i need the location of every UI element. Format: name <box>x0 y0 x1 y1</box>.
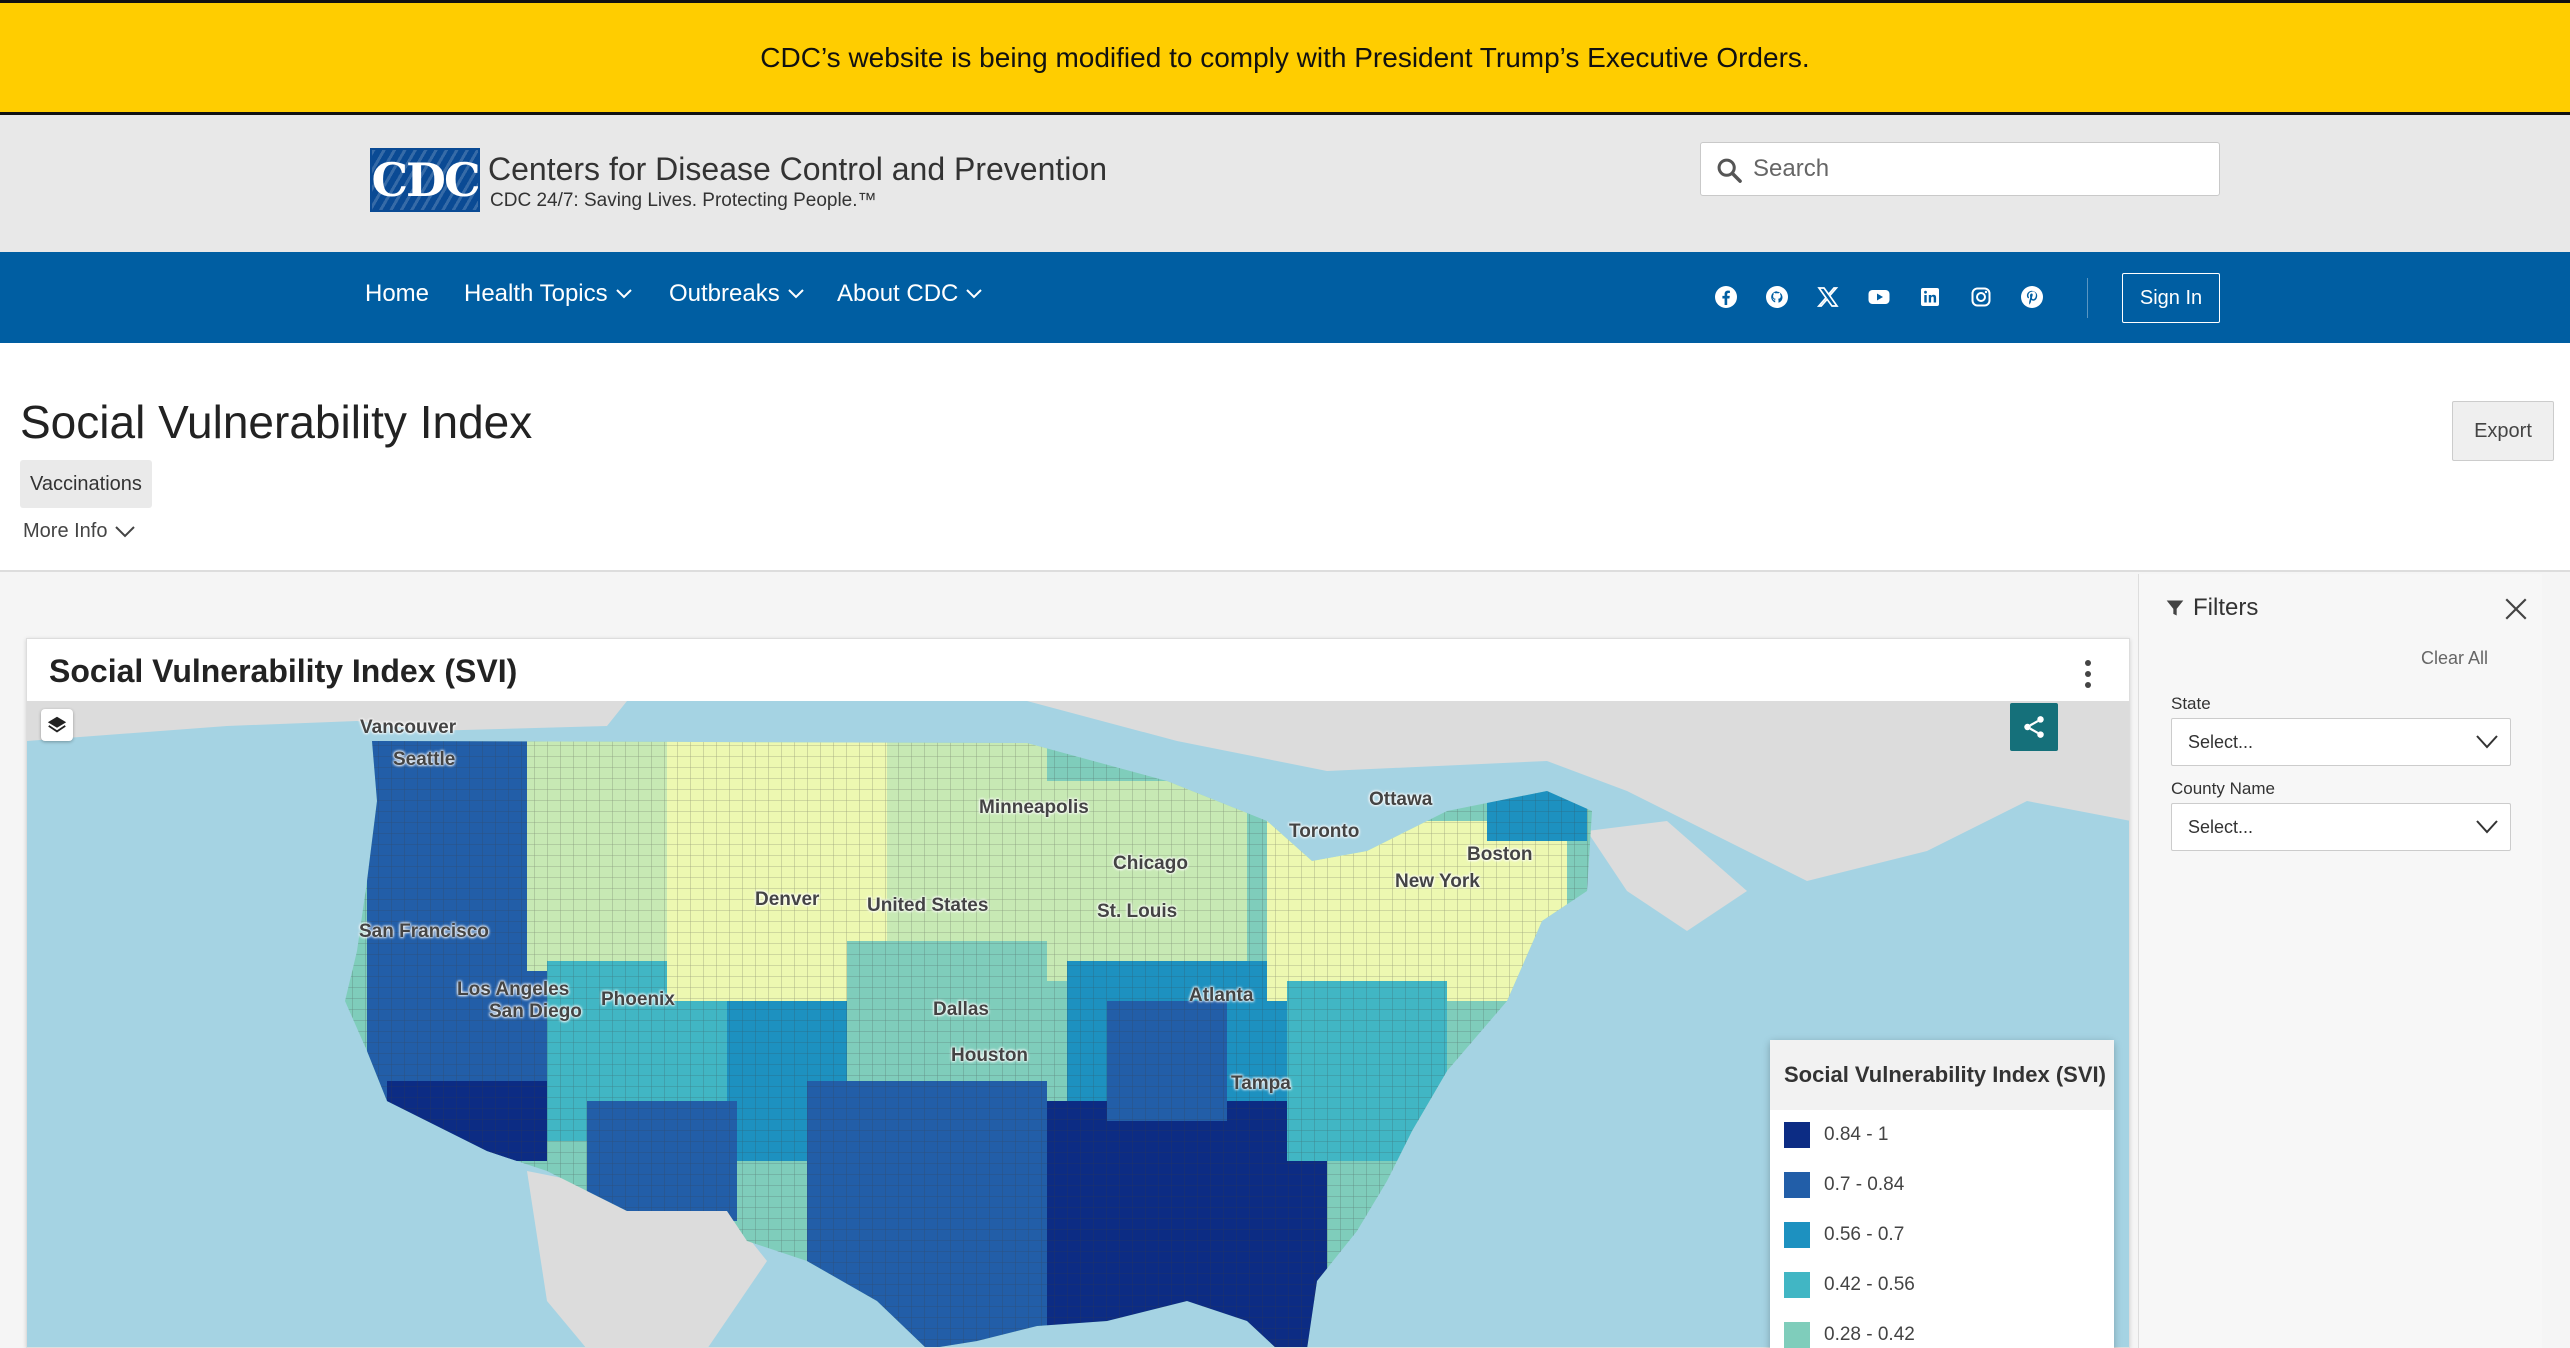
filters-panel: Filters Clear All State Select... County… <box>2138 574 2542 1348</box>
nav-home-label: Home <box>365 280 430 307</box>
main-nav: Home Health Topics Outbreaks About CDC S… <box>0 252 2570 343</box>
more-info-toggle[interactable]: More Info <box>23 520 136 543</box>
nav-about-cdc-label: About CDC <box>837 280 959 307</box>
nav-home[interactable]: Home <box>365 280 429 308</box>
map-legend: Social Vulnerability Index (SVI) 0.84 - … <box>1770 1040 2114 1348</box>
city-label: Phoenix <box>601 989 675 1010</box>
site-header: CDC Centers for Disease Control and Prev… <box>0 115 2570 252</box>
filters-title: Filters <box>2193 594 2259 621</box>
more-options-icon[interactable] <box>2083 659 2093 689</box>
pinterest-icon[interactable] <box>2017 282 2047 312</box>
banner-text: CDC’s website is being modified to compl… <box>760 41 1810 73</box>
city-label: Chicago <box>1113 853 1188 874</box>
chevron-down-icon <box>788 289 804 299</box>
city-label: San Francisco <box>359 921 489 942</box>
sign-in-button[interactable]: Sign In <box>2122 273 2220 323</box>
nav-health-topics-label: Health Topics <box>464 280 608 307</box>
legend-item: 0.42 - 0.56 <box>1770 1260 2114 1310</box>
x-icon[interactable] <box>1813 282 1843 312</box>
search-box <box>1700 142 2220 196</box>
layers-button[interactable] <box>41 709 73 741</box>
nav-about-cdc[interactable]: About CDC <box>837 280 983 308</box>
legend-item: 0.56 - 0.7 <box>1770 1210 2114 1260</box>
nav-outbreaks[interactable]: Outbreaks <box>669 280 804 308</box>
tag-label: Vaccinations <box>30 472 142 495</box>
legend-item: 0.7 - 0.84 <box>1770 1160 2114 1210</box>
legend-swatch <box>1784 1322 1810 1348</box>
search-icon[interactable] <box>1715 156 1743 184</box>
city-label: Toronto <box>1289 821 1360 842</box>
legend-title: Social Vulnerability Index (SVI) <box>1770 1040 2114 1110</box>
nav-health-topics[interactable]: Health Topics <box>464 280 632 308</box>
layers-icon <box>47 716 67 733</box>
city-label: Ottawa <box>1369 789 1433 810</box>
city-label: Houston <box>951 1045 1029 1066</box>
map-card-title: Social Vulnerability Index (SVI) <box>49 653 518 689</box>
legend-label: 0.7 - 0.84 <box>1824 1174 1905 1195</box>
svi-map-card: Social Vulnerability Index (SVI) <box>26 638 2130 1348</box>
state-select[interactable]: Select... <box>2171 718 2511 766</box>
city-label: Denver <box>755 889 820 910</box>
legend-item: 0.28 - 0.42 <box>1770 1310 2114 1348</box>
legend-item: 0.84 - 1 <box>1770 1110 2114 1160</box>
tagline: CDC 24/7: Saving Lives. Protecting Peopl… <box>490 190 877 211</box>
chevron-down-icon <box>2476 735 2498 749</box>
state-select-value: Select... <box>2188 731 2254 752</box>
county-name-select[interactable]: Select... <box>2171 803 2511 851</box>
page-title: Social Vulnerability Index <box>20 396 533 448</box>
legend-swatch <box>1784 1172 1810 1198</box>
county-select-value: Select... <box>2188 816 2254 837</box>
logo-text: CDC <box>371 153 479 207</box>
search-input[interactable] <box>1753 143 2213 195</box>
city-label: United States <box>867 895 989 916</box>
share-button[interactable] <box>2010 703 2058 751</box>
compliance-banner: CDC’s website is being modified to compl… <box>0 0 2570 115</box>
nav-outbreaks-label: Outbreaks <box>669 280 780 307</box>
github-icon[interactable] <box>1762 282 1792 312</box>
county-name-label: County Name <box>2171 779 2275 798</box>
city-label: Tampa <box>1231 1073 1291 1094</box>
legend-label: 0.42 - 0.56 <box>1824 1274 1915 1295</box>
clear-all-link[interactable]: Clear All <box>2421 648 2489 668</box>
legend-label: 0.28 - 0.42 <box>1824 1324 1915 1345</box>
chevron-down-icon <box>966 289 983 299</box>
city-label: Dallas <box>933 999 989 1020</box>
instagram-icon[interactable] <box>1966 282 1996 312</box>
legend-label: 0.84 - 1 <box>1824 1124 1889 1145</box>
map-basemap <box>27 701 2129 1347</box>
close-icon[interactable] <box>2503 596 2529 622</box>
city-label: Minneapolis <box>979 797 1089 818</box>
legend-swatch <box>1784 1222 1810 1248</box>
city-label: Los Angeles <box>457 979 570 1000</box>
youtube-icon[interactable] <box>1864 282 1894 312</box>
city-label: New York <box>1395 871 1480 892</box>
nav-divider <box>2087 278 2088 318</box>
chevron-down-icon <box>2476 820 2498 834</box>
legend-swatch <box>1784 1122 1810 1148</box>
svi-choropleth-map[interactable]: Vancouver Seattle Ottawa Minneapolis Tor… <box>27 701 2129 1347</box>
filter-icon <box>2166 600 2184 616</box>
org-name[interactable]: Centers for Disease Control and Preventi… <box>488 151 1107 187</box>
city-label: Atlanta <box>1189 985 1254 1006</box>
cdc-logo[interactable]: CDC <box>370 148 480 212</box>
share-icon <box>2024 716 2044 738</box>
city-label: Boston <box>1467 844 1533 865</box>
more-info-label: More Info <box>23 520 108 542</box>
state-label: State <box>2171 694 2211 713</box>
tag-vaccinations[interactable]: Vaccinations <box>20 460 152 508</box>
chevron-down-icon <box>615 289 632 299</box>
city-label: Seattle <box>393 749 456 770</box>
city-label: San Diego <box>489 1001 582 1022</box>
filters-header: Filters <box>2165 594 2258 622</box>
chevron-down-icon <box>115 525 136 537</box>
legend-swatch <box>1784 1272 1810 1298</box>
dashboard-title-area: Social Vulnerability Index Vaccinations … <box>0 343 2570 572</box>
facebook-icon[interactable] <box>1711 282 1741 312</box>
legend-label: 0.56 - 0.7 <box>1824 1224 1905 1245</box>
linkedin-icon[interactable] <box>1915 282 1945 312</box>
city-label: Vancouver <box>360 717 457 738</box>
city-label: St. Louis <box>1097 901 1178 922</box>
export-button[interactable]: Export <box>2452 401 2554 461</box>
